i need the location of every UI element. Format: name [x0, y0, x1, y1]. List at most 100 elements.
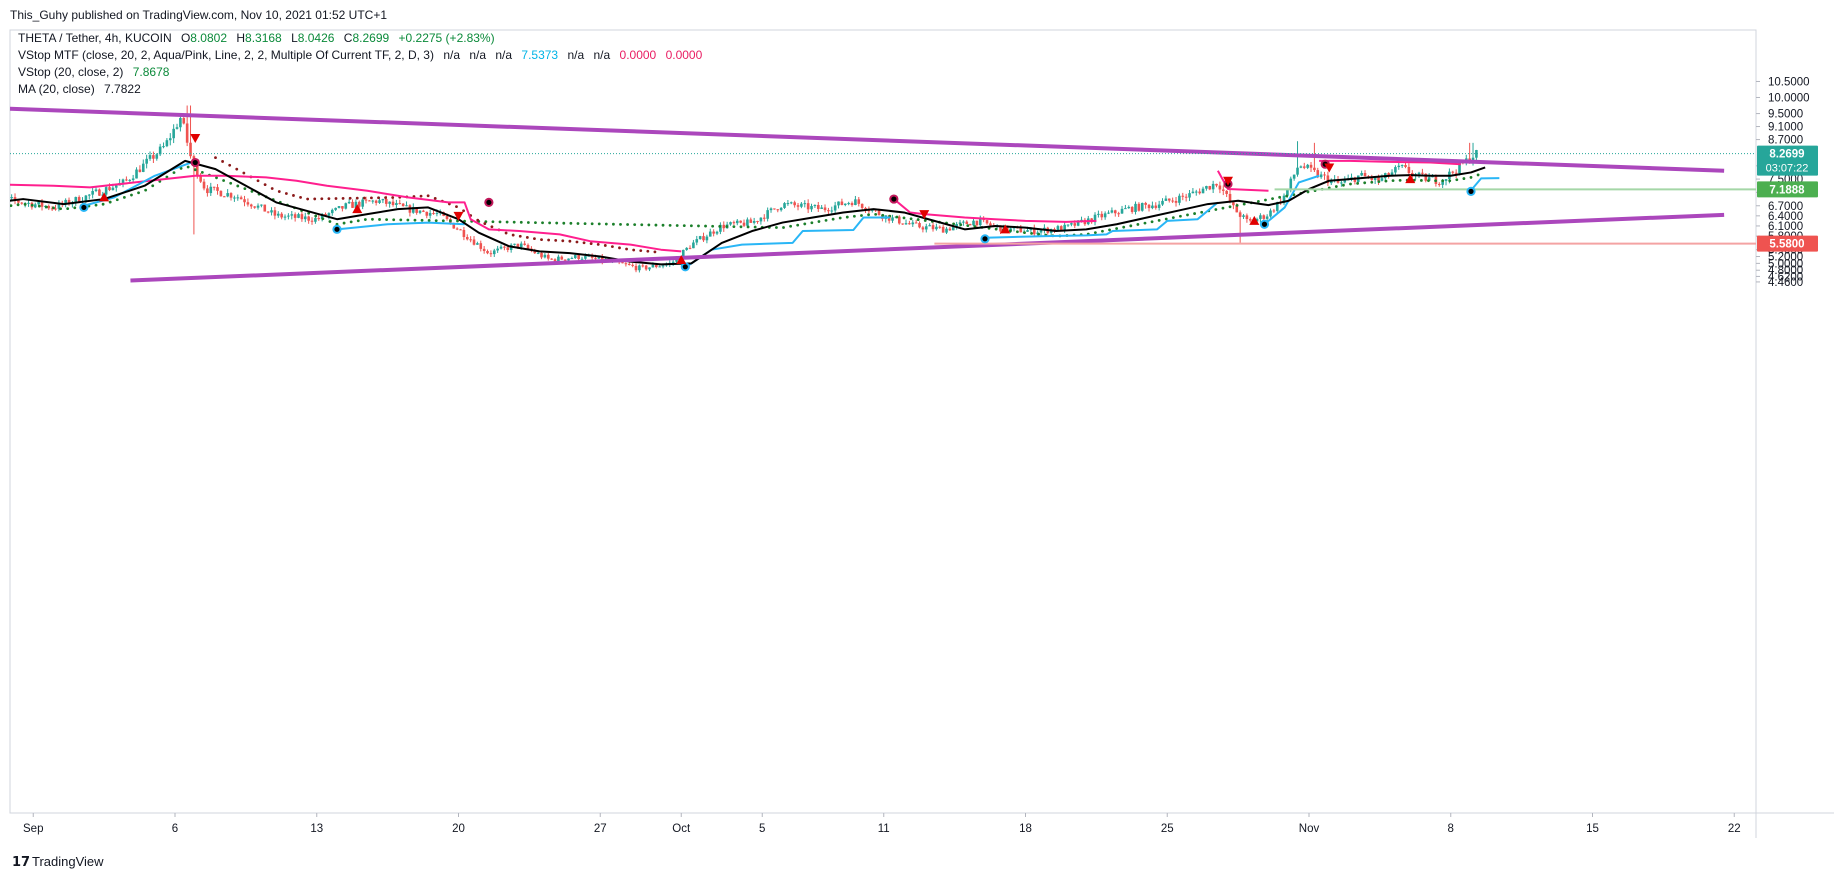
- candle: [911, 219, 915, 227]
- support-dot: [101, 202, 105, 206]
- candle: [685, 247, 688, 251]
- candle-body: [634, 265, 638, 271]
- resist-dot: [490, 225, 494, 229]
- candle-body: [1181, 195, 1185, 197]
- trendline-lower: [130, 212, 1725, 283]
- candle-body: [766, 210, 769, 219]
- support-dot: [555, 221, 559, 225]
- flip-point-resist: [484, 197, 494, 208]
- candle: [1232, 201, 1235, 210]
- candle-body: [1475, 150, 1478, 158]
- candle: [1319, 171, 1323, 179]
- candle-body: [179, 118, 182, 128]
- x-tick-label: 18: [1019, 823, 1032, 835]
- support-dot: [385, 218, 389, 221]
- candle: [297, 212, 300, 219]
- ma-line: [10, 159, 1486, 266]
- candle: [1201, 186, 1205, 194]
- candle-body: [597, 256, 601, 259]
- candle: [1151, 201, 1154, 210]
- candle-body: [489, 253, 493, 255]
- candle-body: [1427, 177, 1431, 181]
- plot-area: [10, 105, 1756, 283]
- candle-body: [172, 128, 175, 139]
- legend-vstop-mtf-na2: n/a: [469, 48, 486, 62]
- candle-body: [1444, 179, 1448, 181]
- resist-dot: [561, 239, 565, 243]
- candle-body: [10, 197, 13, 199]
- support-dot: [314, 214, 318, 218]
- candle-body: [1164, 198, 1168, 201]
- support-dot: [1030, 231, 1033, 235]
- candle: [577, 254, 580, 261]
- candle-body: [847, 203, 850, 205]
- candle: [1070, 222, 1073, 227]
- support-dot: [1349, 182, 1352, 186]
- candle-body: [344, 203, 348, 209]
- footer-brand[interactable]: 17 TradingView: [12, 854, 104, 870]
- support-dot: [775, 226, 778, 229]
- candle-body: [503, 246, 506, 248]
- candle-body: [759, 217, 763, 222]
- candle-body: [938, 226, 942, 228]
- x-tick-label: 13: [310, 823, 323, 835]
- support-dot: [1171, 216, 1175, 220]
- candle-body: [1066, 224, 1070, 226]
- candle-body: [182, 118, 186, 124]
- candle: [796, 202, 800, 211]
- candle: [165, 138, 169, 148]
- candle-body: [1039, 230, 1043, 233]
- candle-body: [1073, 223, 1077, 226]
- candle-body: [773, 208, 776, 210]
- candle-body: [111, 187, 115, 191]
- support-dot: [860, 214, 863, 217]
- support-dot: [576, 222, 580, 225]
- candle: [401, 203, 405, 207]
- support-dot: [1462, 177, 1466, 180]
- candle: [199, 172, 202, 183]
- candle: [560, 255, 564, 260]
- candle: [1407, 163, 1411, 176]
- candle-body: [165, 140, 169, 147]
- axes: 10.500010.00009.50009.10008.70007.90007.…: [23, 76, 1818, 835]
- support-dot: [1101, 229, 1104, 233]
- candle-body: [330, 209, 334, 214]
- candle: [152, 151, 155, 163]
- support-dot: [441, 219, 445, 223]
- support-dot: [796, 223, 800, 227]
- support-dot: [456, 219, 459, 223]
- resist-dot: [327, 197, 331, 201]
- support-dot: [1448, 179, 1452, 183]
- candle-body: [57, 202, 61, 209]
- candle-body: [334, 207, 337, 210]
- candle: [20, 202, 24, 205]
- resist-dot: [554, 239, 558, 242]
- candle-body: [732, 222, 736, 224]
- candle: [27, 199, 30, 207]
- support-dot: [1342, 183, 1345, 187]
- candle-body: [1441, 180, 1444, 185]
- resist-dot: [235, 167, 239, 171]
- candle-body: [833, 205, 837, 211]
- candle-body: [1167, 198, 1171, 201]
- candle-body: [280, 213, 283, 218]
- candle: [1350, 173, 1353, 182]
- flip-point-resist: [190, 157, 200, 168]
- flip-point-support: [1259, 219, 1270, 229]
- support-dot: [1391, 179, 1395, 183]
- candle: [766, 207, 769, 222]
- candle: [249, 203, 253, 209]
- candle-body: [553, 259, 557, 262]
- candle-body: [432, 213, 435, 215]
- candle-body: [1313, 167, 1316, 171]
- x-tick-label: 5: [759, 823, 765, 835]
- support-dot: [1164, 217, 1168, 221]
- candle-body: [536, 252, 540, 254]
- candle-body: [496, 248, 499, 251]
- vstop-resist-line: [893, 198, 1097, 223]
- candle: [722, 221, 726, 232]
- candle-body: [1387, 173, 1390, 177]
- support-dot: [597, 222, 601, 226]
